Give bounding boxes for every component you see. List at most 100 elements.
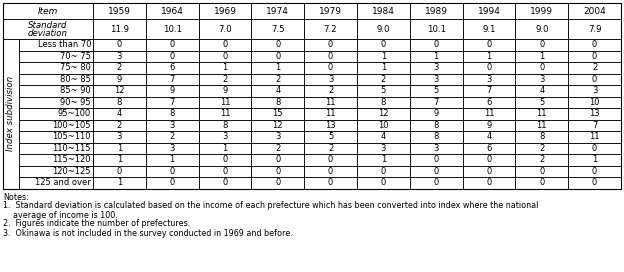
Text: 0: 0 [222,40,228,49]
Bar [146,19,198,39]
Text: 0: 0 [434,155,439,164]
Bar [357,143,410,154]
Text: 1989: 1989 [425,7,447,16]
Text: 5: 5 [328,132,333,141]
Text: 7: 7 [170,75,175,84]
Bar [568,165,621,177]
Bar [462,143,515,154]
Text: 0: 0 [592,52,597,61]
Text: 0: 0 [434,40,439,49]
Text: 6: 6 [486,98,492,107]
Bar [251,154,305,165]
Text: 11: 11 [220,98,230,107]
Text: 3: 3 [328,75,333,84]
Bar [357,108,410,119]
Text: 0: 0 [328,178,333,187]
Text: 2: 2 [222,75,228,84]
Bar [19,154,93,165]
Bar [462,119,515,131]
Text: 0: 0 [539,178,544,187]
Text: 0: 0 [222,167,228,176]
Bar [251,119,305,131]
Text: 6: 6 [170,63,175,72]
Text: 3: 3 [117,132,122,141]
Text: 120~125: 120~125 [52,167,91,176]
Text: 9: 9 [486,121,492,130]
Text: 0: 0 [275,52,280,61]
Text: 0: 0 [592,144,597,153]
Text: 2: 2 [381,75,386,84]
Text: 3: 3 [434,75,439,84]
Bar [410,39,462,51]
Text: 1984: 1984 [372,7,395,16]
Text: 0: 0 [381,40,386,49]
Bar [357,97,410,108]
Bar [146,143,198,154]
Bar [3,3,621,188]
Bar [568,97,621,108]
Text: 0: 0 [170,178,175,187]
Bar [146,108,198,119]
Text: Less than 70: Less than 70 [37,40,91,49]
Bar [305,119,357,131]
Bar [146,3,198,19]
Text: 4: 4 [486,132,492,141]
Text: 8: 8 [170,109,175,118]
Bar [251,19,305,39]
Text: 85~ 90: 85~ 90 [61,86,91,95]
Text: 0: 0 [170,167,175,176]
Text: 1: 1 [275,63,280,72]
Text: 9.0: 9.0 [377,24,390,33]
Text: 0: 0 [222,155,228,164]
Bar [357,85,410,97]
Bar [305,3,357,19]
Bar [198,19,251,39]
Text: 70~ 75: 70~ 75 [60,52,91,61]
Text: 3: 3 [222,132,228,141]
Text: 2: 2 [275,144,280,153]
Bar [251,73,305,85]
Bar [146,165,198,177]
Bar [462,73,515,85]
Text: 0: 0 [275,178,280,187]
Text: 1: 1 [539,52,544,61]
Bar [568,131,621,143]
Bar [568,143,621,154]
Text: 0: 0 [117,40,122,49]
Text: 12: 12 [114,86,125,95]
Text: 10: 10 [378,121,389,130]
Text: 1: 1 [222,144,228,153]
Bar [93,143,146,154]
Text: 3: 3 [539,75,545,84]
Bar [357,3,410,19]
Text: 2004: 2004 [583,7,606,16]
Text: 9: 9 [170,86,175,95]
Text: 1999: 1999 [530,7,553,16]
Text: average of income is 100.: average of income is 100. [3,211,118,220]
Text: 0: 0 [592,75,597,84]
Bar [357,51,410,62]
Bar [357,177,410,188]
Text: 0: 0 [434,167,439,176]
Bar [305,143,357,154]
Bar [410,85,462,97]
Bar [515,154,568,165]
Bar [93,39,146,51]
Bar [462,19,515,39]
Bar [251,177,305,188]
Text: 0: 0 [434,178,439,187]
Text: 2: 2 [275,75,280,84]
Text: 1969: 1969 [213,7,236,16]
Text: 1: 1 [381,155,386,164]
Text: 5: 5 [381,86,386,95]
Bar [462,108,515,119]
Text: 3: 3 [434,63,439,72]
Bar [198,165,251,177]
Bar [462,177,515,188]
Bar [251,3,305,19]
Bar [410,177,462,188]
Text: 0: 0 [275,155,280,164]
Text: 1959: 1959 [108,7,131,16]
Text: 110~115: 110~115 [52,144,91,153]
Bar [515,19,568,39]
